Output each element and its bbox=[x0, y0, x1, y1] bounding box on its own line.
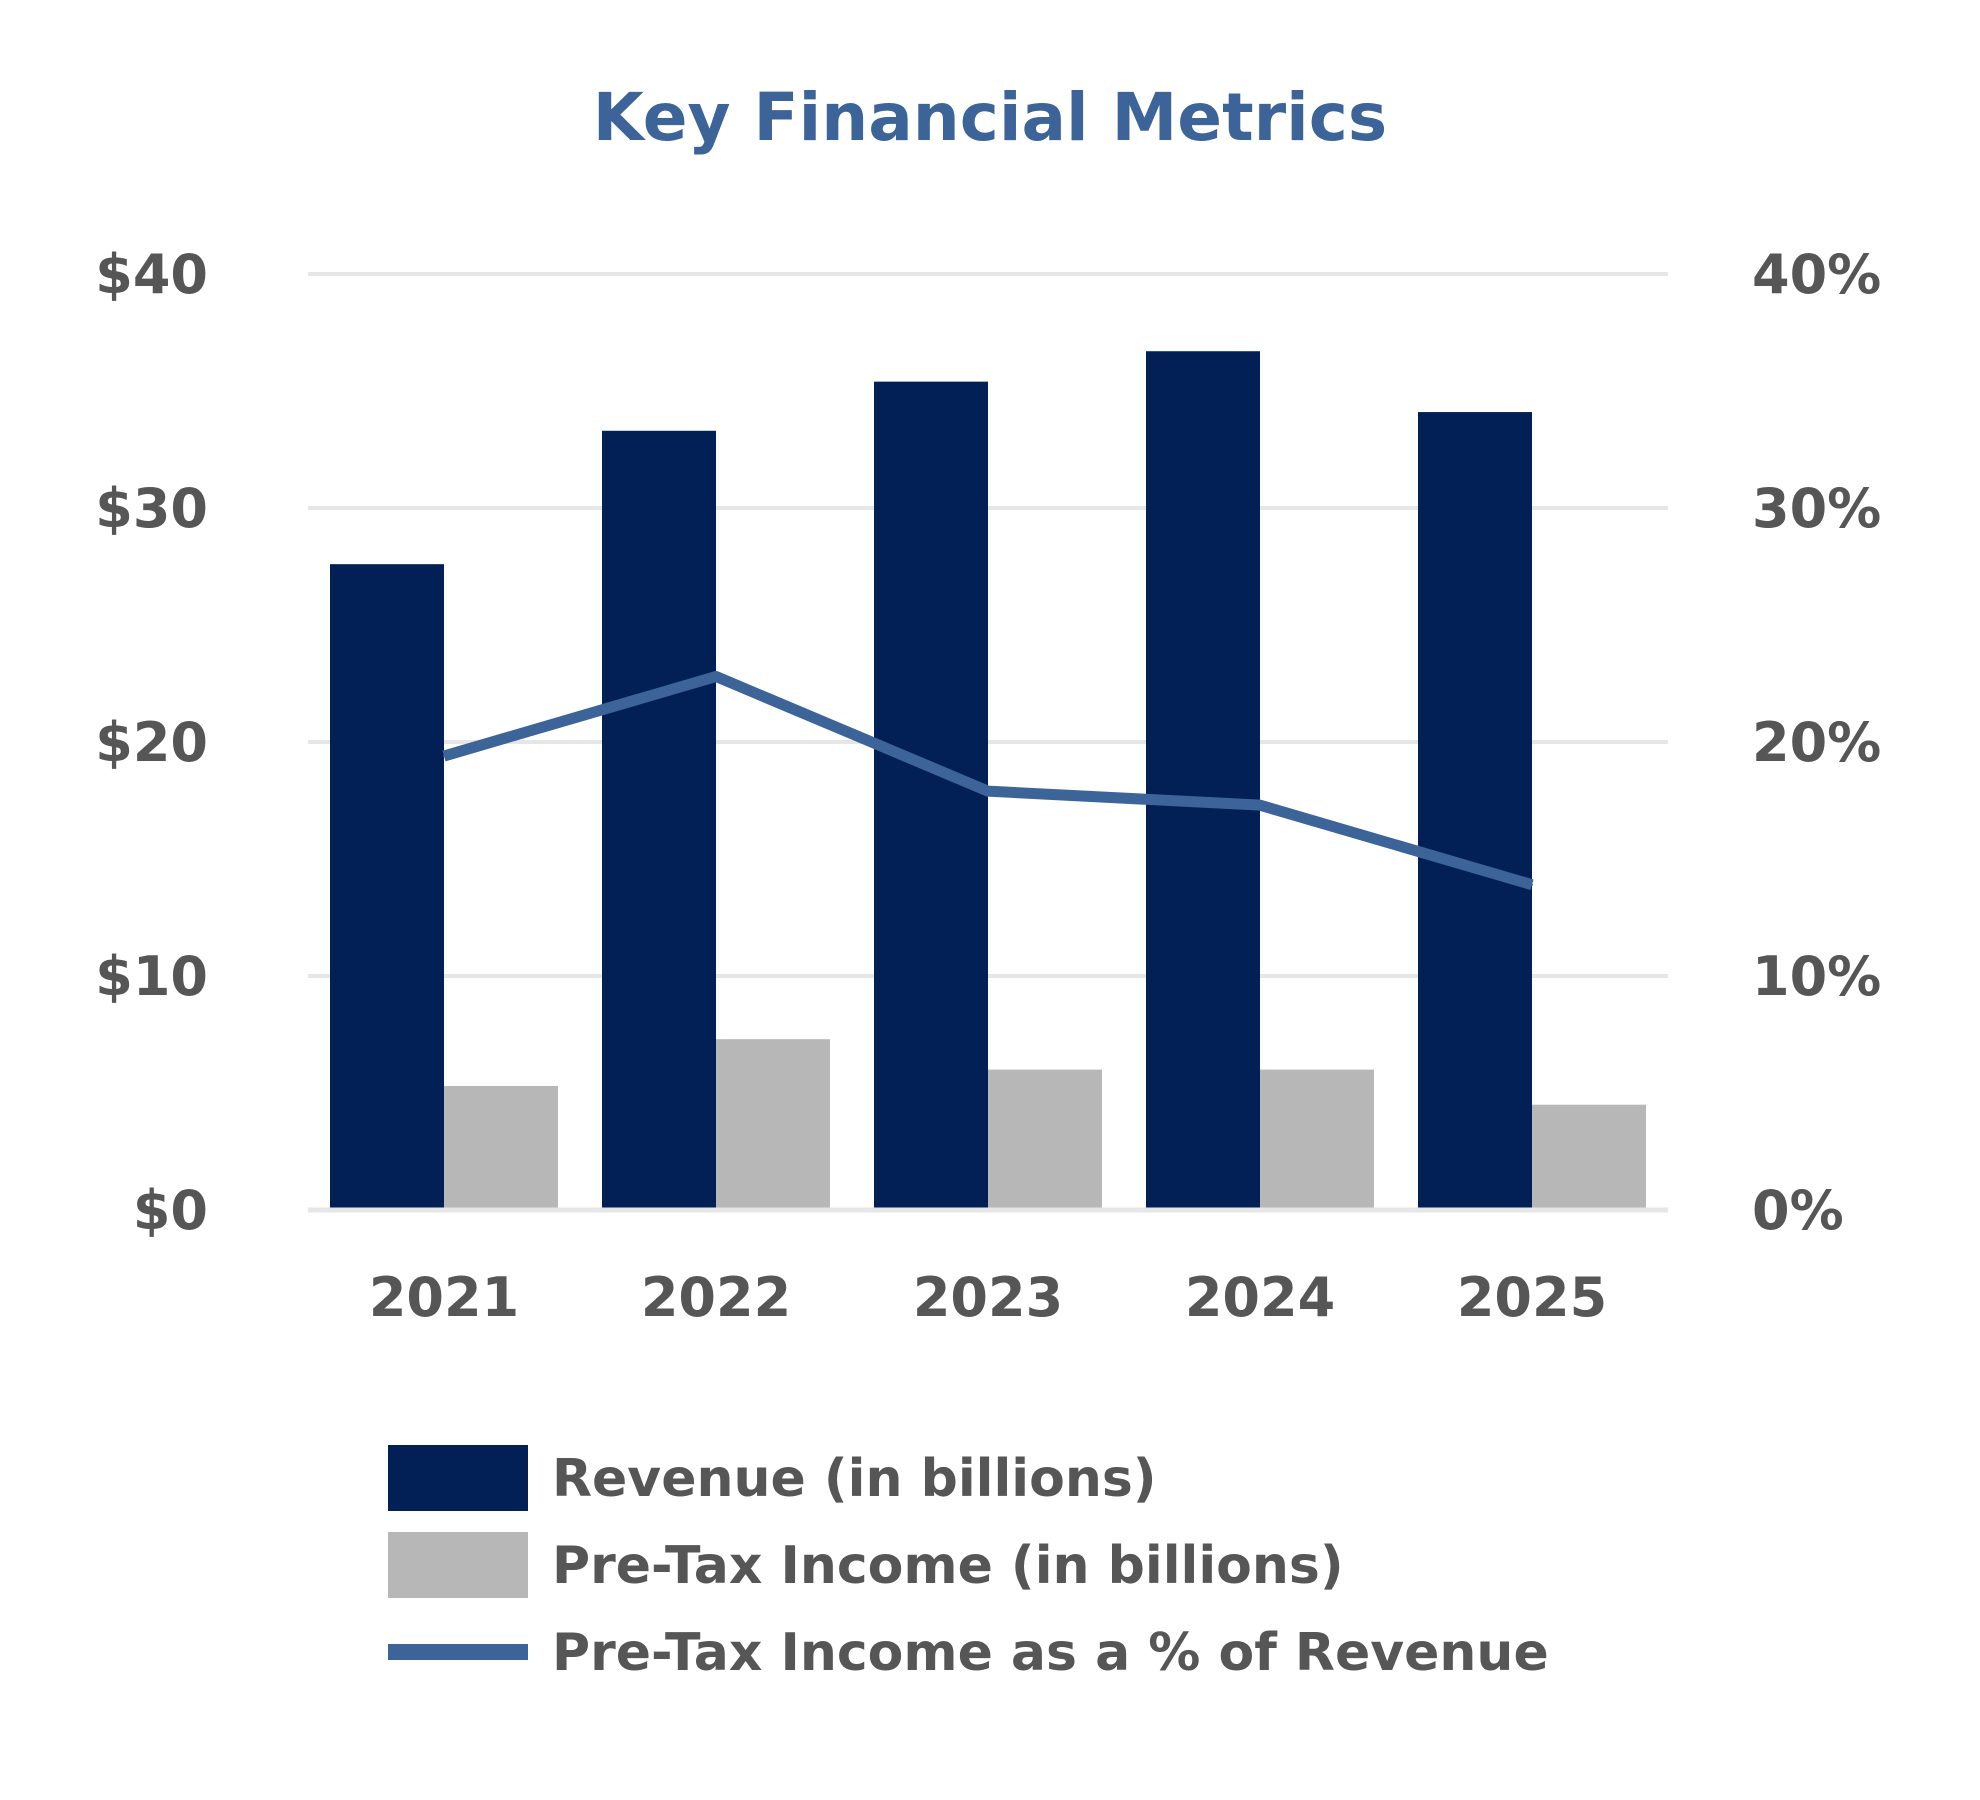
legend-label: Pre-Tax Income as a % of Revenue bbox=[552, 1623, 1549, 1683]
y-right-tick-label: 0% bbox=[1752, 1179, 1844, 1242]
pretax-margin-point-2023 bbox=[987, 790, 989, 793]
y-left-tick-label: $10 bbox=[95, 945, 208, 1008]
x-tick-label: 2024 bbox=[1185, 1266, 1335, 1329]
revenue-bar-2025 bbox=[1418, 412, 1532, 1210]
y-right-tick-label: 10% bbox=[1752, 945, 1881, 1008]
pretax-income-bar-2021 bbox=[444, 1085, 558, 1210]
line-series bbox=[442, 670, 1534, 891]
legend-label: Pre-Tax Income (in billions) bbox=[552, 1536, 1344, 1596]
axes: $0 $10 $20 $30 $40 0% 10% 20% 30% 40% 2021 2022 2023… bbox=[95, 243, 1881, 1329]
legend-swatch bbox=[388, 1445, 528, 1511]
pretax-income-bar-2024 bbox=[1260, 1069, 1374, 1210]
legend: Revenue (in billions) Pre-Tax Income (in … bbox=[388, 1445, 1549, 1683]
y-left-tick-label: $30 bbox=[95, 477, 208, 540]
pretax-margin-point-2024 bbox=[1259, 804, 1261, 807]
legend-swatch bbox=[388, 1644, 528, 1660]
y-right-tick-label: 30% bbox=[1752, 477, 1881, 540]
pretax-income-bar-2022 bbox=[716, 1039, 830, 1210]
bars bbox=[330, 351, 1646, 1211]
x-tick-label: 2022 bbox=[641, 1266, 791, 1329]
y-left-tick-label: $0 bbox=[133, 1179, 208, 1242]
x-tick-label: 2025 bbox=[1457, 1266, 1607, 1329]
chart-title: Key Financial Metrics bbox=[593, 79, 1387, 156]
revenue-bar-2021 bbox=[330, 564, 444, 1210]
pretax-margin-point-2021 bbox=[443, 755, 445, 758]
x-tick-label: 2021 bbox=[369, 1266, 519, 1329]
pretax-income-bar-2023 bbox=[988, 1069, 1102, 1210]
y-left-tick-label: $40 bbox=[95, 243, 208, 306]
legend-swatch bbox=[388, 1532, 528, 1598]
pretax-margin-point-2022 bbox=[715, 675, 717, 678]
pretax-margin-point-2025 bbox=[1531, 883, 1533, 886]
revenue-bar-2022 bbox=[602, 430, 716, 1210]
y-right-tick-label: 20% bbox=[1752, 711, 1881, 774]
legend-label: Revenue (in billions) bbox=[552, 1449, 1157, 1509]
revenue-bar-2024 bbox=[1146, 351, 1260, 1211]
pretax-income-bar-2025 bbox=[1532, 1104, 1646, 1210]
revenue-bar-2023 bbox=[874, 381, 988, 1210]
y-left-tick-label: $20 bbox=[95, 711, 208, 774]
x-tick-label: 2023 bbox=[913, 1266, 1063, 1329]
y-right-tick-label: 40% bbox=[1752, 243, 1881, 306]
